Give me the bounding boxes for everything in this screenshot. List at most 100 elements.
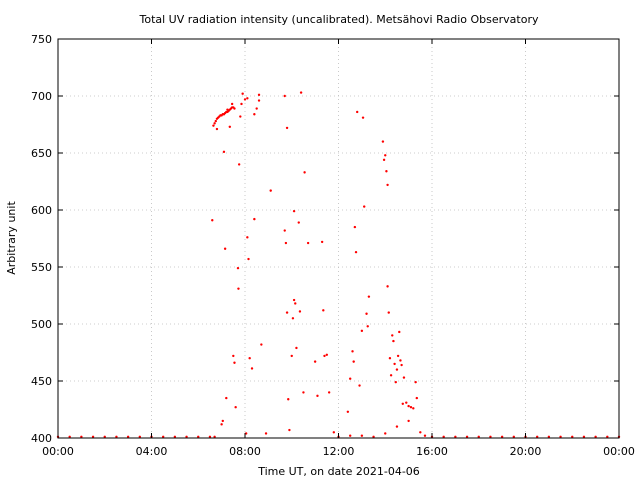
data-point bbox=[320, 240, 324, 244]
data-point bbox=[356, 110, 359, 114]
data-point bbox=[399, 359, 402, 362]
data-point bbox=[332, 431, 336, 434]
data-point bbox=[222, 150, 226, 154]
data-point bbox=[294, 302, 297, 305]
data-point bbox=[257, 99, 261, 102]
x-tick-label: 00:00 bbox=[603, 445, 635, 458]
data-point bbox=[226, 108, 229, 111]
data-point bbox=[306, 241, 310, 245]
data-point bbox=[284, 241, 288, 245]
data-point bbox=[236, 266, 240, 270]
data-point bbox=[382, 158, 386, 162]
data-point bbox=[208, 435, 212, 439]
data-point bbox=[283, 94, 286, 98]
data-point bbox=[239, 115, 242, 118]
data-point bbox=[400, 363, 403, 367]
data-point bbox=[409, 406, 413, 409]
data-point bbox=[250, 367, 254, 370]
data-point bbox=[244, 432, 248, 435]
data-point bbox=[213, 435, 216, 439]
data-point bbox=[346, 410, 350, 413]
data-point bbox=[394, 380, 397, 384]
data-point bbox=[287, 398, 290, 401]
data-points bbox=[56, 91, 621, 439]
y-tick-labels: 400 450 500 550 600 650 700 750 bbox=[31, 33, 52, 445]
data-point bbox=[415, 396, 419, 400]
data-point bbox=[407, 404, 410, 408]
data-point bbox=[220, 423, 223, 426]
data-point bbox=[381, 140, 385, 143]
data-point bbox=[237, 287, 240, 290]
data-point bbox=[405, 401, 408, 404]
data-point bbox=[225, 396, 228, 400]
data-point bbox=[212, 124, 215, 127]
data-point bbox=[571, 435, 574, 439]
data-point bbox=[126, 435, 130, 439]
data-point bbox=[283, 229, 286, 232]
data-point bbox=[396, 354, 400, 358]
data-point bbox=[290, 354, 293, 358]
data-point bbox=[269, 189, 272, 192]
data-point bbox=[221, 419, 224, 423]
data-point bbox=[327, 391, 331, 394]
data-point bbox=[419, 431, 422, 434]
data-point bbox=[348, 434, 352, 437]
x-tick-label: 20:00 bbox=[510, 445, 542, 458]
axis-ticks bbox=[57, 38, 620, 439]
data-point bbox=[115, 435, 118, 439]
y-tick-label: 600 bbox=[31, 204, 52, 217]
data-point bbox=[215, 127, 219, 131]
data-point bbox=[292, 298, 296, 302]
data-point bbox=[291, 317, 295, 320]
data-point bbox=[213, 122, 216, 125]
data-point bbox=[230, 102, 234, 106]
data-point bbox=[298, 310, 302, 313]
data-point bbox=[299, 91, 303, 94]
data-point bbox=[385, 170, 388, 173]
data-point bbox=[559, 435, 562, 439]
data-point bbox=[246, 236, 249, 239]
data-point bbox=[246, 97, 249, 100]
data-point bbox=[401, 402, 404, 405]
data-point bbox=[247, 257, 250, 261]
data-point bbox=[353, 225, 357, 229]
x-axis-title: Time UT, on date 2021-04-06 bbox=[257, 465, 420, 478]
y-tick-label: 550 bbox=[31, 261, 52, 274]
y-tick-label: 750 bbox=[31, 33, 52, 46]
data-point bbox=[316, 394, 319, 398]
data-point bbox=[366, 325, 369, 328]
data-point bbox=[547, 435, 551, 439]
data-point bbox=[391, 334, 394, 337]
x-tick-labels: 00:00 04:00 08:00 12:00 16:00 20:00 00:00 bbox=[42, 445, 635, 458]
y-tick-label: 650 bbox=[31, 147, 52, 160]
data-point bbox=[292, 209, 296, 213]
data-point bbox=[582, 435, 586, 439]
data-point bbox=[535, 435, 539, 439]
data-point bbox=[253, 113, 256, 116]
data-point bbox=[360, 329, 364, 333]
data-point bbox=[197, 435, 200, 439]
data-point bbox=[354, 250, 358, 254]
data-point bbox=[388, 357, 392, 360]
data-point bbox=[323, 354, 326, 358]
data-point bbox=[372, 435, 375, 439]
data-point bbox=[361, 116, 365, 119]
data-point bbox=[402, 376, 406, 379]
data-point bbox=[240, 102, 243, 106]
data-point bbox=[465, 435, 469, 439]
y-tick-label: 700 bbox=[31, 90, 52, 103]
data-point bbox=[594, 435, 597, 439]
data-point bbox=[80, 435, 83, 439]
data-point bbox=[412, 407, 415, 410]
data-point bbox=[285, 126, 289, 130]
data-point bbox=[393, 362, 396, 366]
data-point bbox=[512, 435, 516, 439]
data-point bbox=[423, 434, 427, 437]
y-tick-label: 400 bbox=[31, 432, 52, 445]
data-point bbox=[477, 435, 480, 439]
data-point bbox=[297, 221, 300, 224]
data-point bbox=[233, 361, 236, 364]
data-point bbox=[352, 360, 355, 363]
data-point bbox=[500, 435, 504, 439]
